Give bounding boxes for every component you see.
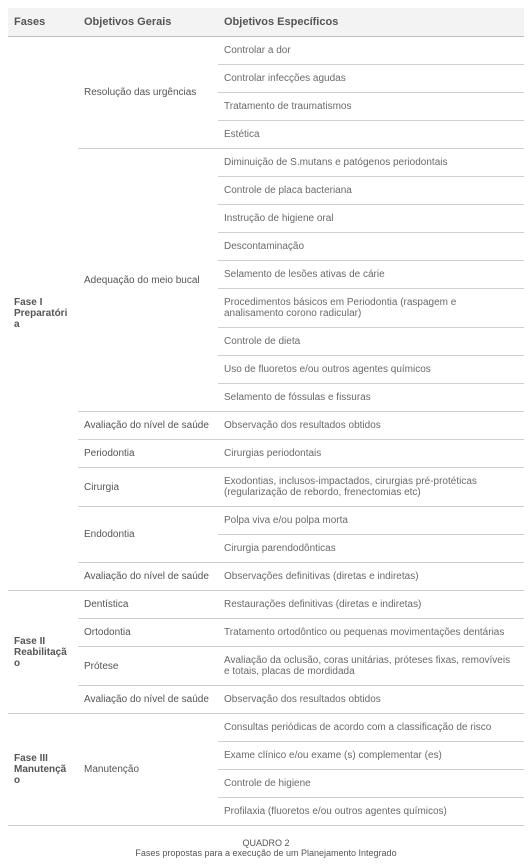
general-objective-cell: Adequação do meio bucal bbox=[78, 149, 218, 412]
specific-objective-cell: Controle de placa bacteriana bbox=[218, 177, 524, 205]
specific-objective-cell: Controle de higiene bbox=[218, 770, 524, 798]
table-row: OrtodontiaTratamento ortodôntico ou pequ… bbox=[8, 619, 524, 647]
table-row: CirurgiaExodontias, inclusos-impactados,… bbox=[8, 468, 524, 507]
phase-cell: Fase III Manutenção bbox=[8, 714, 78, 826]
specific-objective-cell: Profilaxia (fluoretos e/ou outros agente… bbox=[218, 798, 524, 826]
phase-cell: Fase I Preparatória bbox=[8, 37, 78, 591]
header-specific: Objetivos Específicos bbox=[218, 8, 524, 37]
general-objective-cell: Ortodontia bbox=[78, 619, 218, 647]
specific-objective-cell: Observação dos resultados obtidos bbox=[218, 412, 524, 440]
general-objective-cell: Periodontia bbox=[78, 440, 218, 468]
specific-objective-cell: Exame clínico e/ou exame (s) complementa… bbox=[218, 742, 524, 770]
specific-objective-cell: Exodontias, inclusos-impactados, cirurgi… bbox=[218, 468, 524, 507]
header-general: Objetivos Gerais bbox=[78, 8, 218, 37]
table-row: EndodontiaPolpa viva e/ou polpa morta bbox=[8, 507, 524, 535]
specific-objective-cell: Polpa viva e/ou polpa morta bbox=[218, 507, 524, 535]
table-row: PróteseAvaliação da oclusão, coras unitá… bbox=[8, 647, 524, 686]
general-objective-cell: Dentística bbox=[78, 591, 218, 619]
phase-cell: Fase II Reabilitação bbox=[8, 591, 78, 714]
table-row: Fase I PreparatóriaResolução das urgênci… bbox=[8, 37, 524, 65]
general-objective-cell: Cirurgia bbox=[78, 468, 218, 507]
specific-objective-cell: Restaurações definitivas (diretas e indi… bbox=[218, 591, 524, 619]
specific-objective-cell: Controlar infecções agudas bbox=[218, 65, 524, 93]
table-row: Avaliação do nível de saúdeObservação do… bbox=[8, 686, 524, 714]
general-objective-cell: Manutenção bbox=[78, 714, 218, 826]
specific-objective-cell: Tratamento de traumatismos bbox=[218, 93, 524, 121]
specific-objective-cell: Cirurgias periodontais bbox=[218, 440, 524, 468]
specific-objective-cell: Estética bbox=[218, 121, 524, 149]
table-row: Fase III ManutençãoManutençãoConsultas p… bbox=[8, 714, 524, 742]
general-objective-cell: Avaliação do nível de saúde bbox=[78, 563, 218, 591]
caption-title: QUADRO 2 bbox=[8, 838, 524, 848]
specific-objective-cell: Controle de dieta bbox=[218, 328, 524, 356]
table-header-row: Fases Objetivos Gerais Objetivos Específ… bbox=[8, 8, 524, 37]
specific-objective-cell: Procedimentos básicos em Periodontia (ra… bbox=[218, 289, 524, 328]
specific-objective-cell: Selamento de lesões ativas de cárie bbox=[218, 261, 524, 289]
table-row: Avaliação do nível de saúdeObservações d… bbox=[8, 563, 524, 591]
general-objective-cell: Avaliação do nível de saúde bbox=[78, 686, 218, 714]
specific-objective-cell: Descontaminação bbox=[218, 233, 524, 261]
specific-objective-cell: Instrução de higiene oral bbox=[218, 205, 524, 233]
table-row: Fase II ReabilitaçãoDentísticaRestauraçõ… bbox=[8, 591, 524, 619]
specific-objective-cell: Avaliação da oclusão, coras unitárias, p… bbox=[218, 647, 524, 686]
specific-objective-cell: Diminuição de S.mutans e patógenos perio… bbox=[218, 149, 524, 177]
header-phases: Fases bbox=[8, 8, 78, 37]
specific-objective-cell: Observações definitivas (diretas e indir… bbox=[218, 563, 524, 591]
table-row: Adequação do meio bucalDiminuição de S.m… bbox=[8, 149, 524, 177]
phases-table: Fases Objetivos Gerais Objetivos Específ… bbox=[8, 8, 524, 826]
general-objective-cell: Prótese bbox=[78, 647, 218, 686]
specific-objective-cell: Controlar a dor bbox=[218, 37, 524, 65]
specific-objective-cell: Consultas periódicas de acordo com a cla… bbox=[218, 714, 524, 742]
table-caption: QUADRO 2 Fases propostas para a execução… bbox=[8, 838, 524, 858]
table-body: Fase I PreparatóriaResolução das urgênci… bbox=[8, 37, 524, 826]
general-objective-cell: Endodontia bbox=[78, 507, 218, 563]
specific-objective-cell: Observação dos resultados obtidos bbox=[218, 686, 524, 714]
table-row: PeriodontiaCirurgias periodontais bbox=[8, 440, 524, 468]
general-objective-cell: Resolução das urgências bbox=[78, 37, 218, 149]
specific-objective-cell: Uso de fluoretos e/ou outros agentes quí… bbox=[218, 356, 524, 384]
specific-objective-cell: Cirurgia parendodônticas bbox=[218, 535, 524, 563]
specific-objective-cell: Selamento de fóssulas e fissuras bbox=[218, 384, 524, 412]
general-objective-cell: Avaliação do nível de saúde bbox=[78, 412, 218, 440]
specific-objective-cell: Tratamento ortodôntico ou pequenas movim… bbox=[218, 619, 524, 647]
table-row: Avaliação do nível de saúdeObservação do… bbox=[8, 412, 524, 440]
caption-subtitle: Fases propostas para a execução de um Pl… bbox=[8, 848, 524, 858]
